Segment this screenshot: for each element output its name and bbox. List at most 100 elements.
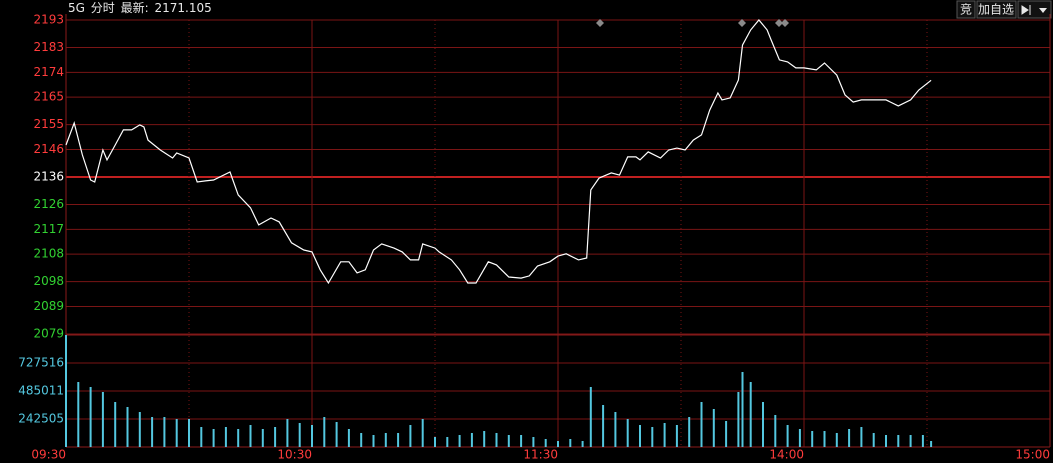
volume-bar: [483, 430, 486, 447]
volume-bar: [224, 427, 227, 447]
volume-bar: [749, 381, 752, 447]
y-tick-label: 2098: [33, 274, 64, 288]
volume-bar: [470, 432, 473, 447]
dropdown-icon: [1039, 8, 1047, 13]
y-tick-label: 2155: [33, 117, 64, 131]
volume-bar: [249, 425, 252, 447]
y-tick-label: 2079: [33, 327, 64, 341]
y-tick-label: 2146: [33, 142, 64, 156]
volume-bar: [274, 427, 277, 447]
volume-bar: [507, 435, 510, 447]
event-marker: [738, 19, 746, 27]
y-tick-label: 2089: [33, 299, 64, 313]
volume-bar: [347, 428, 350, 447]
volume-bar: [520, 435, 523, 447]
volume-bar: [446, 437, 449, 447]
x-tick-label: 14:00: [769, 448, 804, 462]
volume-bar: [384, 432, 387, 447]
volume-bar: [725, 420, 728, 447]
volume-bar: [557, 440, 559, 447]
x-tick-label: 11:30: [523, 448, 558, 462]
y-tick-label: 2193: [33, 13, 64, 27]
menu-button[interactable]: [1017, 0, 1052, 19]
volume-bar: [151, 417, 154, 447]
volume-bar: [885, 435, 887, 447]
y-tick-label: 2183: [33, 40, 64, 54]
volume-bar: [458, 435, 461, 447]
volume-bar: [909, 435, 912, 447]
volume-bar: [544, 438, 547, 447]
volume-bar: [811, 430, 814, 447]
toolbar: 竞 加自选: [956, 0, 1052, 19]
menu-icon: [1021, 5, 1031, 15]
volume-bar: [77, 381, 80, 447]
volume-bar: [872, 432, 875, 447]
volume-bar: [372, 435, 375, 447]
volume-bar: [495, 432, 498, 447]
y-tick-label: 2136: [33, 170, 64, 184]
volume-bar: [397, 432, 400, 447]
volume-bar: [823, 430, 826, 447]
volume-bar: [897, 435, 900, 447]
volume-bar: [323, 417, 326, 447]
volume-bar: [298, 422, 301, 447]
volume-bar: [569, 438, 572, 447]
symbol: 5G: [68, 1, 85, 15]
volume-bar: [712, 409, 715, 447]
x-tick-label: 15:00: [1015, 448, 1050, 462]
volume-bar: [212, 428, 215, 447]
volume-bar: [175, 419, 178, 447]
volume-bar: [614, 412, 617, 447]
volume-bar: [581, 440, 584, 447]
volume-bar: [786, 425, 789, 447]
volume-bar: [741, 371, 744, 447]
y-tick-label: 727516: [18, 355, 64, 369]
y-tick-label: 2117: [33, 222, 64, 236]
volume-bar: [409, 425, 412, 447]
event-marker: [596, 19, 604, 27]
button[interactable]: 加自选: [978, 3, 1014, 17]
volume-bar: [737, 391, 740, 447]
volume-bar: [89, 386, 92, 447]
y-tick-label: 2126: [33, 197, 64, 211]
volume-bar: [126, 407, 129, 447]
volume-bar: [311, 425, 313, 447]
volume-bar: [663, 422, 666, 447]
volume-bar: [700, 402, 703, 447]
volume-bar: [848, 428, 851, 447]
y-tick-label: 2165: [33, 90, 64, 104]
event-marker: [775, 19, 783, 27]
volume-bar: [200, 427, 203, 447]
volume-bar: [335, 422, 338, 447]
button-frame[interactable]: [976, 0, 1017, 19]
volume-bar: [639, 425, 641, 447]
price-line: [65, 19, 932, 285]
volume-bar: [626, 419, 629, 447]
x-tick-label: 09:30: [31, 448, 66, 462]
volume-bar: [688, 417, 691, 447]
x-tick-label: 10:30: [277, 448, 312, 462]
volume-bar: [921, 435, 924, 447]
volume-bar: [434, 437, 436, 447]
event-markers: [596, 19, 789, 27]
mode: 分时: [91, 1, 115, 15]
last-price: 2171.105: [154, 1, 211, 15]
y-tick-label: 485011: [18, 383, 64, 397]
button[interactable]: 竞: [960, 3, 972, 17]
volume-bar: [602, 404, 605, 447]
volume-bar: [188, 419, 190, 447]
volume-bar: [237, 428, 240, 447]
volume-bar: [762, 402, 764, 447]
volume-bar: [675, 425, 678, 447]
volume-bar: [286, 419, 289, 447]
volume-bar: [114, 402, 117, 447]
volume-bar: [651, 427, 654, 447]
button-frame[interactable]: [956, 0, 976, 19]
volume-bar: [163, 417, 166, 447]
volume-bar: [138, 412, 141, 447]
header: 5G 分时 最新: 2171.105: [68, 0, 212, 15]
volume-bar: [860, 427, 863, 447]
volume-bar: [360, 432, 363, 447]
volume-bar: [798, 428, 801, 447]
